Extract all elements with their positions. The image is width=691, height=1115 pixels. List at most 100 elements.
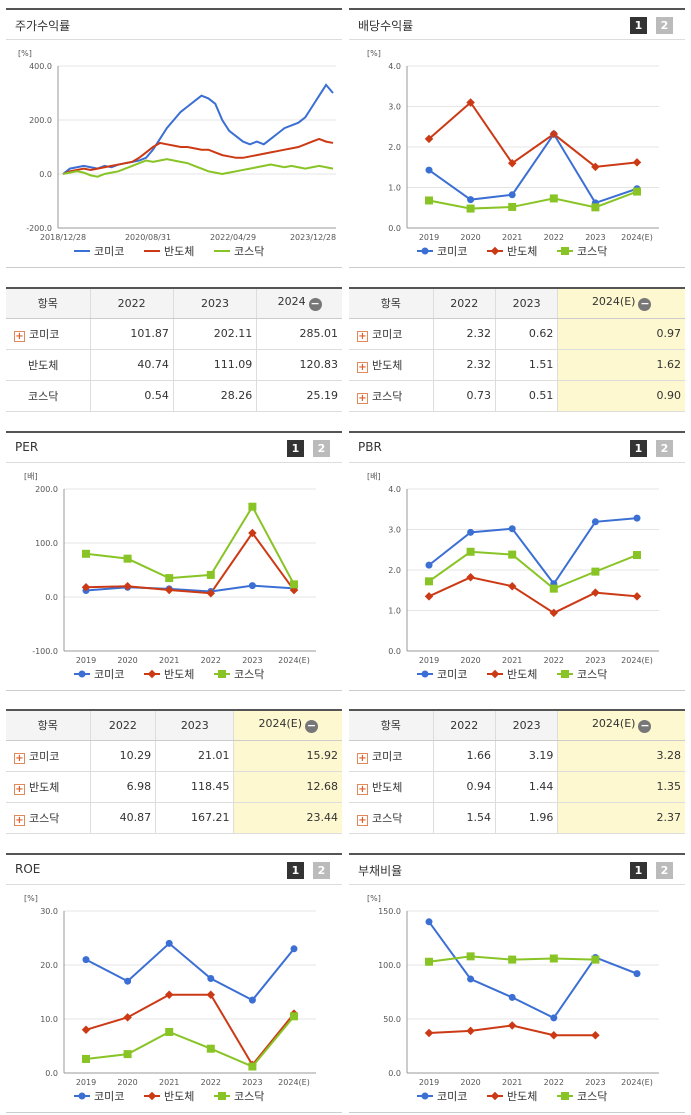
pbr-chart: [배] 4.0 3.0 2.0 1.0 0.0 2019 2020 2021 2022 2023 20… <box>367 472 659 681</box>
series-line <box>428 576 638 615</box>
legend-label: 코스닥 <box>577 245 607 258</box>
x-tick-label: 2019 <box>419 1078 439 1087</box>
series-line <box>62 158 334 178</box>
x-tick-label: 2024(E) <box>278 656 310 665</box>
x-tick-label: 2021 <box>502 1078 522 1087</box>
expand-icon[interactable]: + <box>357 361 368 373</box>
data-point <box>549 954 558 963</box>
data-point <box>508 955 517 964</box>
data-point <box>82 549 90 558</box>
expand-icon[interactable]: + <box>357 783 368 795</box>
cell-value: 1.35 <box>557 771 685 803</box>
expand-icon[interactable]: + <box>357 330 368 342</box>
table-row: + 반도체 0.94 1.44 1.35 <box>349 771 685 803</box>
data-point <box>81 583 91 592</box>
x-tick-label: 2020 <box>117 1078 137 1087</box>
expand-icon[interactable]: + <box>357 752 368 764</box>
page-2-button[interactable]: 2 <box>656 17 673 34</box>
table-row: + 코미코 10.29 21.01 15.92 <box>6 740 342 772</box>
x-tick-label: 2021 <box>159 656 179 665</box>
page-1-button[interactable]: 1 <box>287 440 304 457</box>
cell-value: 28.26 <box>172 380 257 412</box>
row-label: + 코미코 <box>6 318 90 350</box>
row-label: + 코미코 <box>349 318 433 350</box>
expand-icon[interactable]: + <box>14 330 25 342</box>
y-tick-label: 150.0 <box>378 907 401 916</box>
collapse-icon[interactable]: − <box>638 719 652 734</box>
y-tick-label: 3.0 <box>388 103 401 112</box>
row-label: + 반도체 <box>6 771 90 803</box>
page-1-button[interactable]: 1 <box>630 17 647 34</box>
expand-icon[interactable]: + <box>14 814 25 826</box>
page-1-button[interactable]: 1 <box>630 440 647 457</box>
expand-icon[interactable]: + <box>14 783 25 795</box>
series-line <box>85 1015 295 1068</box>
table-row: + 코스닥 1.54 1.96 2.37 <box>349 802 685 834</box>
data-point <box>421 247 429 255</box>
data-point <box>218 670 226 678</box>
data-point <box>206 990 216 999</box>
data-point <box>165 1027 174 1036</box>
x-tick-label: 2022 <box>201 1078 221 1087</box>
unit-label: [배] <box>367 472 381 481</box>
x-tick-label: 2024(E) <box>278 1078 310 1087</box>
data-point <box>549 129 559 139</box>
cell-value: 25.19 <box>256 380 342 412</box>
y-tick-label: 0.0 <box>45 1069 58 1078</box>
page-2-button[interactable]: 2 <box>656 862 673 879</box>
data-point <box>466 204 475 213</box>
expand-icon[interactable]: + <box>14 752 25 764</box>
debt-ratio-panel: 부채비율 1 2 [%] 150.0 100.0 50.0 0.0 2019 2020 202… <box>349 853 685 1113</box>
page-2-button[interactable]: 2 <box>656 440 673 457</box>
data-point <box>591 1030 600 1040</box>
dividend-yield-table: 항목 2022 2023 2024(E) − + 코미코 2.32 0.62 0.97 + 반도체 2.… <box>349 287 685 412</box>
legend-label: 반도체 <box>164 245 194 258</box>
cell-value: 3.28 <box>557 740 685 772</box>
data-point <box>550 1014 558 1022</box>
data-point <box>123 581 132 591</box>
page-2-button[interactable]: 2 <box>313 440 330 457</box>
data-point <box>82 956 90 964</box>
cell-value: 0.73 <box>432 380 496 412</box>
page-2-button[interactable]: 2 <box>313 862 330 879</box>
y-tick-label: 200.0 <box>35 485 58 494</box>
cell-value: 0.97 <box>557 318 685 350</box>
column-header: 2022 <box>89 709 156 741</box>
page-1-button[interactable]: 1 <box>630 862 647 879</box>
cell-value: 2.32 <box>432 318 496 350</box>
cell-value: 21.01 <box>155 740 234 772</box>
row-label: + 코스닥 <box>349 380 433 412</box>
series-line <box>428 517 638 586</box>
data-point <box>425 918 433 926</box>
data-point <box>147 669 157 679</box>
y-tick-label: 20.0 <box>40 961 58 970</box>
series-line <box>428 100 638 168</box>
data-point <box>424 134 434 144</box>
collapse-icon[interactable]: − <box>308 297 322 312</box>
page-1-button[interactable]: 1 <box>287 862 304 879</box>
x-tick-label: 2024(E) <box>621 233 653 242</box>
legend-label: 코미코 <box>437 668 467 681</box>
x-tick-label: 2022 <box>544 656 564 665</box>
cell-value: 0.51 <box>494 380 558 412</box>
per-panel: PER 1 2 [배] 200.0 100.0 0.0 -100.0 2019 2020 20… <box>6 431 342 691</box>
collapse-icon[interactable]: − <box>304 719 318 734</box>
data-point <box>425 561 433 569</box>
roe-chart: [%]30.0 20.0 10.0 0.0 2019 2020 2021 2022 2023 20… <box>24 894 316 1103</box>
data-point <box>164 990 174 999</box>
y-tick-label: -200.0 <box>26 224 52 233</box>
expand-icon[interactable]: + <box>357 392 368 404</box>
collapse-icon[interactable]: − <box>638 297 652 312</box>
cell-value: 101.87 <box>89 318 174 350</box>
panel-header: 부채비율 1 2 <box>349 855 685 885</box>
panel-header: PBR 1 2 <box>349 433 685 463</box>
expand-icon[interactable]: + <box>357 814 368 826</box>
data-point <box>507 158 517 168</box>
legend-label: 반도체 <box>507 668 537 681</box>
x-tick-label: 2019 <box>419 656 439 665</box>
cell-value: 40.74 <box>89 349 174 381</box>
data-point <box>124 977 132 985</box>
dividend-yield-chart: [%] 4.0 3.0 2.0 1.0 0.0 2019 2020 2021 2022 2023 20… <box>367 49 659 258</box>
x-tick-label: 2024(E) <box>621 1078 653 1087</box>
